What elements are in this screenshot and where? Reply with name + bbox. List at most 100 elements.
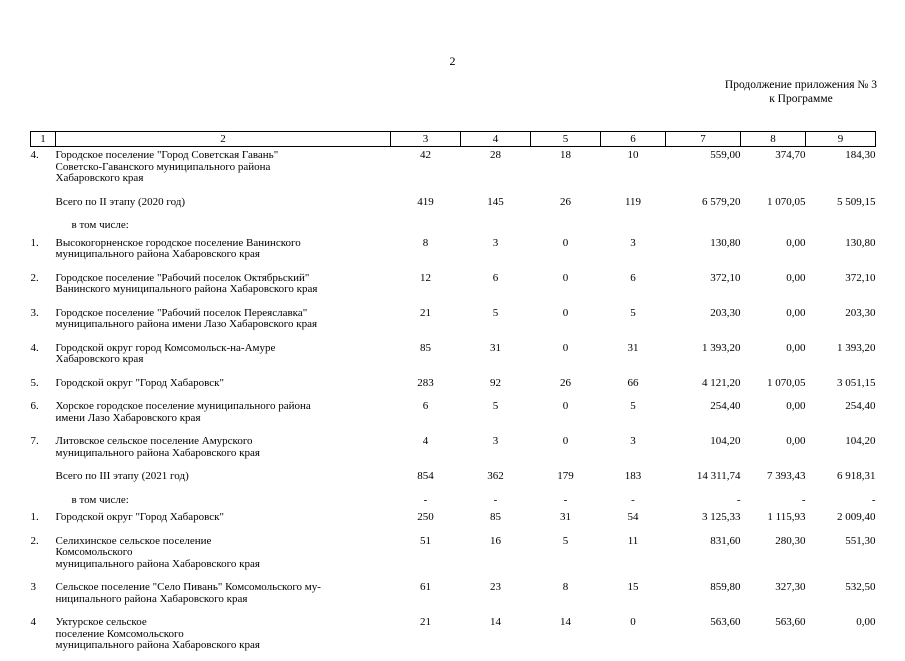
- row-number-cell: [31, 217, 56, 235]
- table-row: 2. Селихинское сельское поселение Комсомо…: [31, 533, 876, 580]
- row-number-cell: [31, 194, 56, 218]
- value-cell: 85: [420, 341, 431, 354]
- table-row: Всего по III этапу (2021 год) 854 362 179 18…: [31, 468, 876, 492]
- value-cell: 1 393,20: [837, 341, 876, 354]
- value-cell: 6: [492, 271, 499, 284]
- column-header: 7: [665, 131, 741, 147]
- value-cell: 28: [490, 149, 501, 161]
- value-cell: 0: [562, 341, 569, 354]
- value-cell: 3 125,33: [702, 511, 741, 523]
- value-cell: 5: [492, 306, 499, 319]
- table-row: 1. Высокогорненское городское поселение В…: [31, 235, 876, 270]
- value-cell: 254,40: [710, 400, 741, 412]
- row-number-cell: 3: [30, 581, 37, 593]
- value-cell: 5: [562, 534, 569, 547]
- value-cell: 8: [422, 236, 429, 249]
- row-number-cell: 4.: [30, 341, 39, 354]
- row-number-cell: 5.: [30, 376, 39, 389]
- value-cell: 0: [562, 271, 569, 284]
- value-cell: 0: [562, 435, 569, 447]
- value-cell: -: [871, 493, 876, 506]
- value-cell: 16: [490, 534, 501, 547]
- value-cell: [601, 217, 666, 235]
- value-cell: 563,60: [775, 616, 806, 628]
- value-cell: 203,30: [710, 306, 741, 319]
- appendix-note-line2: к Программе: [769, 92, 833, 105]
- row-number-cell: [31, 468, 56, 492]
- value-cell: -: [801, 493, 806, 506]
- value-cell: 0,00: [786, 400, 806, 412]
- value-cell: 5: [492, 400, 499, 412]
- value-cell: [666, 217, 741, 235]
- column-header: 5: [530, 131, 601, 147]
- value-cell: -: [493, 493, 498, 506]
- value-cell: 0: [562, 400, 569, 412]
- value-cell: 327,30: [775, 581, 806, 593]
- settlement-name-cell: Хорское городское поселение муниципально…: [55, 400, 311, 424]
- row-number-cell: 3.: [30, 306, 39, 319]
- value-cell: 283: [417, 376, 434, 389]
- row-number-cell: 2.: [30, 534, 39, 547]
- table-row: 3. Городское поселение "Рабочий поселок П…: [31, 305, 876, 340]
- value-cell: 0: [630, 616, 636, 628]
- value-cell: 3: [630, 236, 636, 249]
- value-cell: 5: [630, 400, 636, 412]
- value-cell: 119: [624, 195, 642, 208]
- value-cell: 374,70: [775, 149, 806, 161]
- value-cell: 3 051,15: [837, 376, 876, 389]
- value-cell: 254,40: [845, 400, 876, 412]
- value-cell: 1 115,93: [767, 511, 806, 523]
- value-cell: -: [631, 493, 635, 506]
- value-cell: 2 009,40: [837, 511, 876, 523]
- value-cell: 130,80: [845, 236, 876, 249]
- value-cell: 8: [562, 581, 569, 593]
- table-row: Всего по II этапу (2020 год) 419 145 26 119 6…: [31, 194, 876, 218]
- table-row: 6. Хорское городское поселение муниципаль…: [31, 398, 876, 433]
- value-cell: 31: [627, 341, 639, 354]
- value-cell: 14: [490, 616, 501, 628]
- row-number-cell: 1.: [30, 236, 39, 249]
- value-cell: 7 393,43: [767, 470, 806, 482]
- value-cell: 0,00: [786, 306, 806, 319]
- value-cell: 145: [487, 195, 504, 208]
- value-cell: 0,00: [856, 616, 876, 628]
- value-cell: 0,00: [786, 341, 806, 354]
- column-header: 2: [55, 131, 391, 147]
- value-cell: 3: [630, 435, 636, 447]
- value-cell: 179: [557, 470, 574, 482]
- value-cell: 10: [627, 149, 639, 161]
- value-cell: 183: [624, 470, 642, 482]
- value-cell: 31: [490, 341, 501, 354]
- value-cell: [391, 217, 461, 235]
- value-cell: 14: [560, 616, 571, 628]
- value-cell: 6 579,20: [702, 195, 741, 208]
- value-cell: 14 311,74: [696, 470, 741, 482]
- value-cell: 11: [627, 534, 639, 547]
- value-cell: 92: [490, 376, 501, 389]
- value-cell: 362: [487, 470, 504, 482]
- table-row: в том числе:: [31, 217, 876, 235]
- table-row: 3 Сельское поселение "Село Пивань" Комсом…: [31, 579, 876, 614]
- value-cell: [806, 217, 876, 235]
- value-cell: 372,10: [845, 271, 876, 284]
- value-cell: 6: [422, 400, 429, 412]
- value-cell: 31: [560, 511, 571, 523]
- settlement-name-cell: Литовское сельское поселение Амурского м…: [55, 435, 260, 459]
- value-cell: 42: [420, 149, 431, 161]
- value-cell: 0: [562, 236, 569, 249]
- value-cell: 54: [627, 511, 639, 523]
- value-cell: 1 070,05: [767, 376, 806, 389]
- value-cell: 26: [560, 195, 571, 208]
- value-cell: 51: [420, 534, 431, 547]
- table-row: в том числе: - - - - - - -: [31, 492, 876, 510]
- table-row: 2. Городское поселение "Рабочий поселок О…: [31, 270, 876, 305]
- settlement-name-cell: Селихинское сельское поселение Комсомоль…: [55, 534, 260, 570]
- column-header: 3: [390, 131, 461, 147]
- table-row: 4. Городское поселение "Город Советская Г…: [31, 147, 876, 194]
- value-cell: 0: [562, 306, 569, 319]
- value-cell: 3: [492, 236, 499, 249]
- value-cell: 4 121,20: [702, 376, 741, 389]
- table-row: 4 Уктурское сельское поселение Комсомольс…: [31, 614, 876, 661]
